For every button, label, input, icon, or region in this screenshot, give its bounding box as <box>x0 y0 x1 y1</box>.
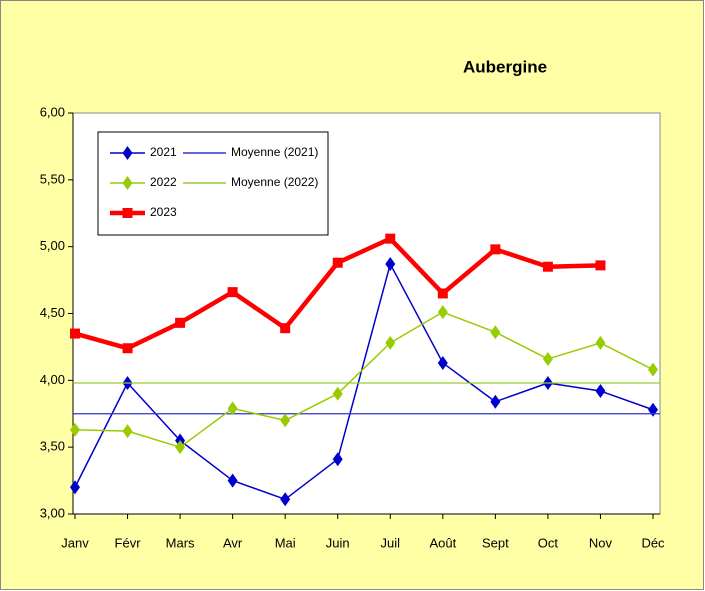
chart-title: Aubergine <box>463 57 547 76</box>
marker <box>227 287 238 298</box>
x-tick-label: Avr <box>223 535 243 550</box>
marker <box>175 317 186 328</box>
marker <box>70 480 80 495</box>
legend-label: 2022 <box>150 175 177 189</box>
legend-label: Moyenne (2022) <box>231 175 318 189</box>
y-tick-label: 6,00 <box>40 104 65 119</box>
marker <box>437 288 448 299</box>
marker <box>542 261 553 272</box>
legend-label: Moyenne (2021) <box>231 145 318 159</box>
marker <box>490 394 501 409</box>
marker <box>122 343 133 354</box>
x-tick-label: Déc <box>641 535 665 550</box>
marker <box>595 384 606 399</box>
marker <box>280 323 291 334</box>
marker <box>595 260 606 271</box>
y-tick-label: 4,00 <box>40 372 65 387</box>
x-tick-label: Mars <box>166 535 195 550</box>
marker <box>332 386 343 401</box>
legend-label: 2021 <box>150 145 177 159</box>
marker <box>122 424 133 439</box>
y-tick-label: 3,50 <box>40 439 65 454</box>
series-line <box>74 263 654 501</box>
marker <box>332 452 343 467</box>
x-tick-label: Oct <box>538 535 559 550</box>
marker <box>175 440 186 455</box>
legend-marker <box>122 176 133 190</box>
marker <box>648 362 658 377</box>
marker <box>280 413 291 428</box>
y-tick-label: 5,00 <box>40 238 65 253</box>
x-tick-label: Sept <box>482 535 509 550</box>
legend-marker <box>122 146 133 160</box>
marker <box>70 328 80 339</box>
marker <box>385 257 396 272</box>
y-tick-label: 5,50 <box>40 171 65 186</box>
marker <box>595 335 606 350</box>
marker <box>490 325 501 340</box>
x-tick-label: Août <box>429 535 456 550</box>
y-tick-label: 3,00 <box>40 505 65 520</box>
marker <box>385 335 396 350</box>
marker <box>490 244 501 255</box>
legend-marker <box>122 208 133 218</box>
marker <box>332 257 343 268</box>
marker <box>70 422 80 437</box>
legend-label: 2023 <box>150 205 177 219</box>
marker <box>227 401 238 416</box>
x-tick-label: Mai <box>275 535 296 550</box>
x-tick-label: Nov <box>589 535 613 550</box>
marker <box>437 305 448 320</box>
x-tick-label: Juil <box>381 535 401 550</box>
marker <box>437 355 448 370</box>
x-tick-label: Janv <box>61 535 89 550</box>
marker <box>542 351 553 366</box>
marker <box>227 473 238 488</box>
series-line <box>74 311 654 448</box>
x-tick-label: Févr <box>115 535 142 550</box>
marker <box>280 492 291 507</box>
x-tick-label: Juin <box>326 535 350 550</box>
y-tick-label: 4,50 <box>40 305 65 320</box>
marker <box>385 233 396 244</box>
